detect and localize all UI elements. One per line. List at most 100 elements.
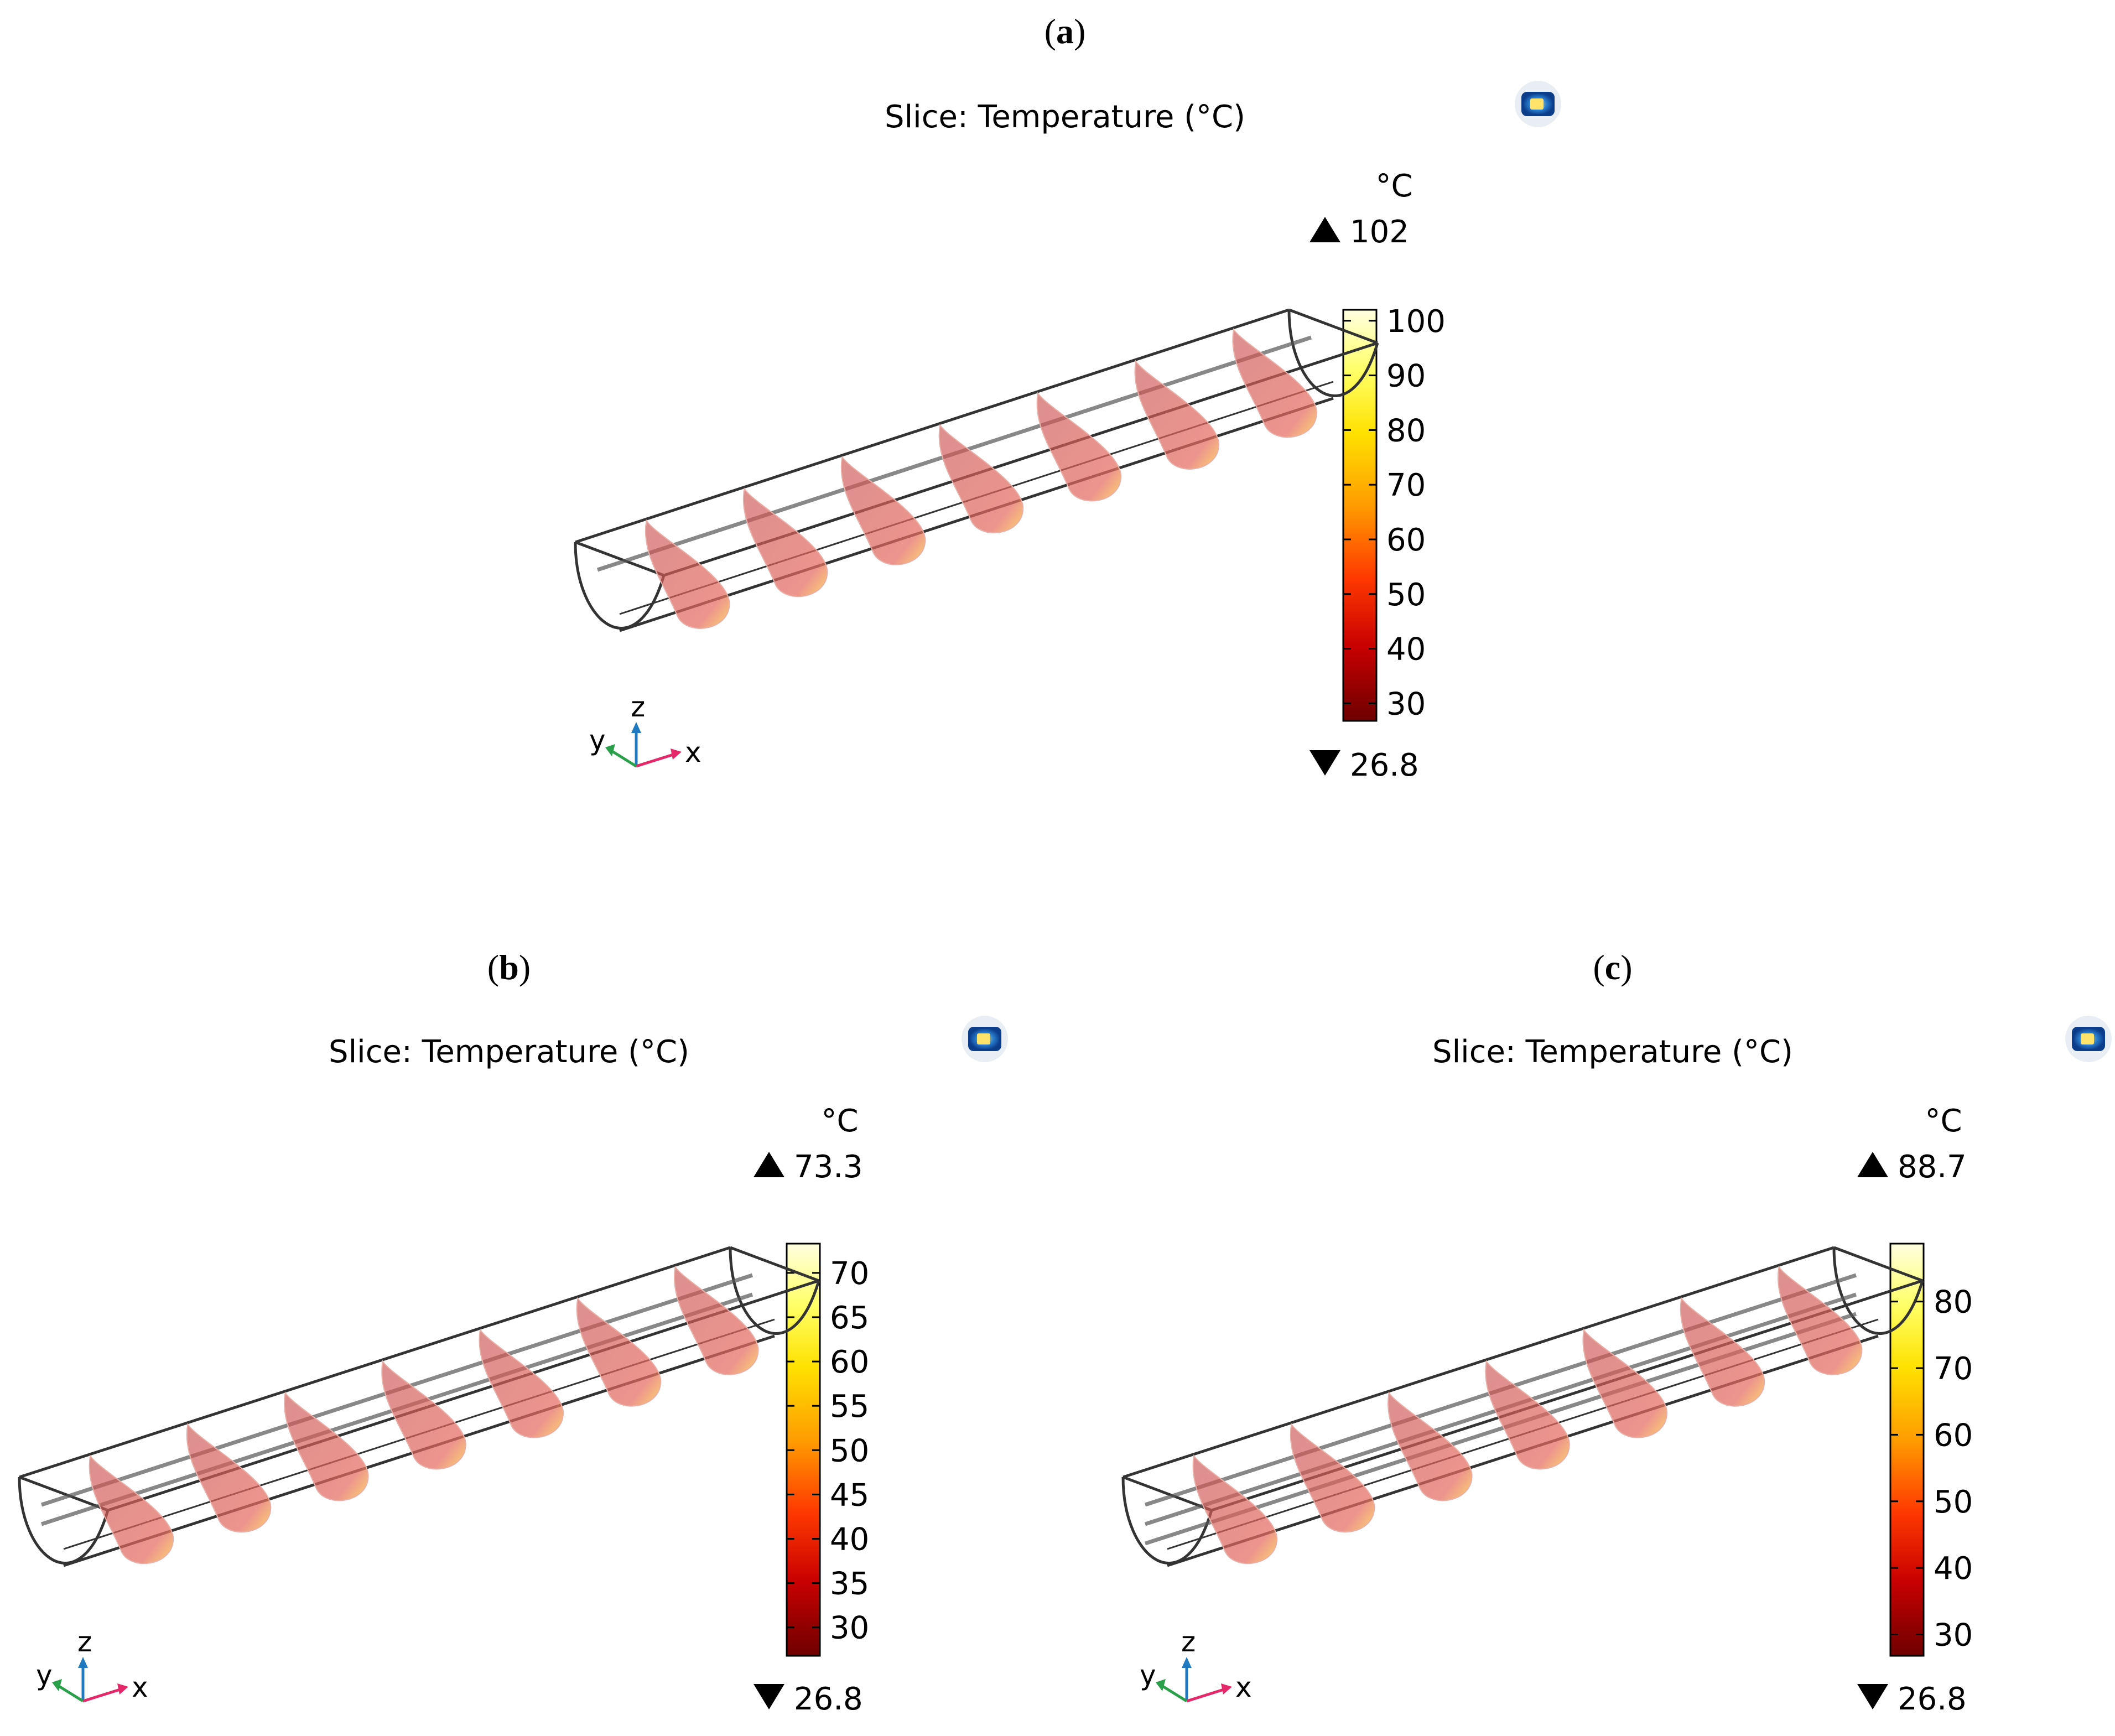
axis-y-label: y (1140, 1659, 1156, 1691)
panel-label: (a) (1044, 12, 1086, 51)
rim-end-left (19, 1475, 108, 1512)
plot-title: Slice: Temperature (°C) (329, 1034, 689, 1070)
colorbar-tick-label: 40 (1386, 632, 1426, 668)
temperature-slice (1680, 1297, 1765, 1407)
colorbar-tick-label: 50 (1386, 577, 1426, 613)
comsol-logo-icon (962, 1016, 1008, 1062)
colorbar (1889, 1243, 1925, 1657)
temperature-slice (840, 455, 926, 565)
axis-y-arrow (52, 1679, 62, 1691)
temperature-slice (1192, 1454, 1278, 1565)
colorbar-unit: °C (1925, 1103, 1962, 1139)
colorbar-tick-label: 60 (1934, 1417, 1973, 1453)
colorbar-tick-label: 60 (830, 1344, 869, 1380)
logo-highlight (977, 1033, 990, 1044)
temperature-slice (479, 1328, 564, 1438)
axis-y-arrow (605, 744, 615, 756)
triangle-down-icon (1857, 1684, 1888, 1709)
axis-y-label: y (589, 724, 606, 756)
axis-y-line (1161, 1684, 1188, 1703)
comsol-logo-icon (2065, 1016, 2112, 1062)
max-value: 73.3 (794, 1149, 863, 1185)
rim-end-right (1833, 1246, 1923, 1282)
axis-y-label: y (36, 1659, 53, 1691)
temperature-slice (645, 519, 730, 629)
colorbar-tick-label: 70 (1934, 1351, 1973, 1387)
colorbar-tick-label: 45 (830, 1477, 869, 1513)
axis-z-label: z (77, 1626, 92, 1658)
rim-back (19, 1246, 731, 1479)
rim-end-right (1288, 308, 1378, 345)
temperature-slice (284, 1391, 369, 1501)
axis-x-arrow (117, 1683, 128, 1695)
plot-title: Slice: Temperature (°C) (1432, 1034, 1793, 1070)
triangle-up-icon (1309, 217, 1340, 242)
rim-back (1123, 1246, 1835, 1479)
end-cap-left (1121, 1477, 1213, 1565)
colorbar-tick-label: 30 (1386, 686, 1426, 722)
temperature-slice (1134, 360, 1220, 470)
colorbar-tick-label: 30 (1934, 1617, 1973, 1653)
axis-x-line (1186, 1687, 1226, 1703)
min-value: 26.8 (1350, 747, 1419, 783)
colorbar-tick-label: 40 (830, 1522, 869, 1558)
temperature-slice (1778, 1265, 1863, 1375)
end-cap-right (1287, 309, 1379, 397)
temperature-slice (576, 1297, 662, 1407)
panel-label: (c) (1593, 948, 1632, 987)
end-cap-right (1832, 1247, 1924, 1335)
panel-label: (b) (487, 948, 531, 987)
max-value: 88.7 (1898, 1149, 1967, 1185)
axis-x-label: x (1235, 1671, 1252, 1703)
rim-end-right (730, 1246, 819, 1282)
temperature-slice (381, 1360, 466, 1470)
colorbar-unit: °C (1375, 168, 1412, 204)
colorbar-tick-label: 70 (830, 1256, 869, 1292)
logo-highlight (2081, 1033, 2094, 1044)
triangle-down-icon (753, 1684, 784, 1709)
temperature-slice (1290, 1422, 1375, 1533)
axis-y-arrow (1156, 1679, 1166, 1691)
end-cap-right (729, 1247, 820, 1335)
axis-x-label: x (685, 736, 701, 768)
temperature-slice (674, 1265, 759, 1375)
rim-end-left (1123, 1475, 1212, 1512)
colorbar-tick-label: 60 (1386, 522, 1426, 558)
rim-back (575, 308, 1290, 544)
temperature-slice (1036, 392, 1122, 502)
colorbar-tick-label: 35 (830, 1566, 869, 1602)
trough-model (574, 308, 1379, 632)
colorbar-tick-label: 80 (1386, 413, 1426, 449)
min-value: 26.8 (794, 1681, 863, 1717)
axis-z-label: z (1181, 1626, 1196, 1658)
colorbar-tick-label: 50 (1934, 1484, 1973, 1520)
colorbar-tick-label: 50 (830, 1433, 869, 1469)
axis-triad: z x y (36, 1626, 148, 1703)
panel-b: (b) Slice: Temperature (°C) °C 73.3 26.8 70 65… (18, 948, 1008, 1717)
axis-triad: z x y (1140, 1626, 1252, 1703)
temperature-slice (186, 1422, 272, 1533)
axis-x-arrow (1221, 1683, 1232, 1695)
temperature-slice (1388, 1391, 1473, 1501)
comsol-logo-icon (1515, 81, 1561, 127)
triangle-up-icon (1857, 1152, 1888, 1177)
temperature-slice (1232, 328, 1317, 438)
colorbar-unit: °C (821, 1103, 858, 1139)
end-cap-left (18, 1477, 110, 1565)
colorbar-tick-label: 80 (1934, 1285, 1973, 1321)
end-cap-left (574, 542, 666, 630)
plot-title: Slice: Temperature (°C) (885, 99, 1245, 135)
panel-a: (a) Slice: Temperature (°C) °C 102 26.8 100 90… (574, 12, 1561, 783)
axis-x-arrow (671, 749, 682, 760)
colorbar-tick-label: 70 (1386, 467, 1426, 503)
temperature-slice (938, 423, 1024, 534)
triangle-down-icon (1309, 750, 1340, 776)
axis-z-label: z (631, 691, 645, 723)
min-value: 26.8 (1898, 1681, 1967, 1717)
colorbar-tick-label: 40 (1934, 1551, 1973, 1587)
colorbar-tick-label: 100 (1386, 304, 1446, 340)
panel-c: (c) Slice: Temperature (°C) °C 88.7 26.8 80 70… (1121, 948, 2112, 1717)
colorbar-tick-label: 30 (830, 1610, 869, 1646)
axis-y-line (610, 749, 637, 768)
